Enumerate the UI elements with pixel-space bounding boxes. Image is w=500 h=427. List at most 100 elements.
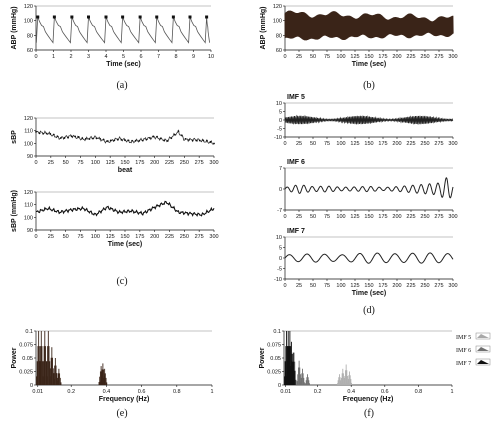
x-tick-label: 225: [406, 283, 415, 289]
x-tick-label: 175: [135, 234, 144, 240]
peak-marker: [138, 15, 142, 19]
y-tick-label: 5: [279, 110, 282, 116]
beat-point: [45, 132, 48, 135]
legend-swatch: [477, 347, 489, 351]
panel-label: (e): [116, 408, 127, 419]
x-tick-label: 1: [450, 389, 453, 395]
x-tick-label: 225: [406, 214, 415, 220]
x-tick-label: 9: [192, 54, 195, 60]
x-tick-label: 275: [434, 54, 443, 60]
beat-point: [99, 137, 101, 140]
beat-point: [188, 138, 190, 141]
y-tick-label: 0: [278, 383, 281, 389]
y-axis-label: ABP (mmHg): [11, 6, 18, 49]
panel-label: (b): [363, 80, 375, 91]
y-tick-label: 110: [24, 129, 33, 135]
x-tick-label: 75: [324, 283, 330, 289]
x-tick-label: 7: [157, 54, 160, 60]
beat-point: [81, 137, 84, 140]
beat-point: [149, 137, 151, 139]
beat-point: [67, 136, 69, 139]
y-tick-label: 100: [273, 19, 282, 25]
x-tick-label: 0: [283, 214, 286, 220]
beat-point: [92, 137, 94, 140]
panel-title: IMF 6: [287, 159, 305, 166]
peak-marker: [104, 15, 108, 19]
y-axis-label: Power: [11, 347, 18, 368]
x-tick-label: 300: [448, 214, 457, 220]
x-tick-label: 75: [324, 54, 330, 60]
y-tick-label: 100: [24, 19, 33, 25]
y-tick-label: 100: [24, 141, 33, 147]
x-axis-label: Frequency (Hz): [99, 396, 150, 403]
x-tick-label: 8: [174, 54, 177, 60]
x-tick-label: 300: [209, 160, 218, 166]
beat-point: [198, 139, 201, 142]
y-tick-label: -10: [274, 135, 282, 141]
x-tick-label: 200: [392, 214, 401, 220]
x-tick-label: 175: [378, 214, 387, 220]
x-tick-label: 300: [209, 234, 218, 240]
peak-marker: [87, 15, 90, 19]
x-tick-label: 150: [364, 214, 373, 220]
beat-point: [131, 139, 134, 142]
beat-point: [195, 139, 198, 142]
x-axis-label: Time (sec): [352, 61, 387, 68]
x-tick-label: 250: [420, 283, 429, 289]
beat-point: [127, 139, 130, 142]
x-tick-label: 2: [69, 54, 72, 60]
y-tick-label: 60: [27, 48, 33, 54]
beat-point: [70, 135, 73, 138]
x-tick-label: 50: [63, 234, 69, 240]
x-tick-label: 250: [180, 234, 189, 240]
x-tick-label: 225: [406, 141, 415, 147]
chart-panel-c2: 0 25 50 75 100 125 150 175 200 225 250 275 300 90 100 1…: [11, 190, 219, 287]
x-tick-label: 50: [310, 214, 316, 220]
x-tick-label: 0: [283, 283, 286, 289]
x-tick-label: 0: [283, 54, 286, 60]
beat-point: [141, 139, 144, 142]
x-axis-label: Time (sec): [108, 241, 143, 248]
y-tick-label: 0.1: [273, 329, 281, 335]
beat-point: [191, 139, 194, 142]
beat-point: [159, 137, 162, 140]
y-tick-label: 80: [27, 33, 33, 39]
y-tick-label: 0: [30, 383, 33, 389]
y-tick-label: 0.1: [25, 329, 33, 335]
beat-point: [102, 138, 105, 141]
beat-point: [74, 135, 77, 138]
x-tick-label: 100: [91, 234, 100, 240]
beat-point: [109, 139, 112, 142]
beat-point: [95, 137, 98, 140]
x-tick-label: 0.2: [314, 389, 322, 395]
x-tick-label: 150: [364, 141, 373, 147]
x-tick-label: 250: [420, 141, 429, 147]
x-tick-label: 125: [350, 54, 359, 60]
x-tick-label: 3: [87, 54, 90, 60]
y-tick-label: 0: [279, 256, 282, 262]
y-axis-label: sBP (mmHg): [11, 190, 18, 232]
x-axis-label: beat: [118, 167, 133, 174]
y-tick-label: 5: [279, 246, 282, 252]
x-tick-label: 25: [296, 54, 302, 60]
x-tick-label: 75: [77, 234, 83, 240]
x-tick-label: 300: [448, 141, 457, 147]
x-tick-label: 125: [106, 234, 115, 240]
y-tick-label: 10: [276, 235, 282, 241]
x-tick-label: 200: [392, 141, 401, 147]
beat-point: [181, 134, 183, 137]
x-tick-label: 125: [350, 141, 359, 147]
x-axis-label: Time (sec): [352, 290, 387, 297]
x-tick-label: 50: [310, 141, 316, 147]
legend-label: IMF 5: [456, 335, 471, 341]
series-band: [284, 10, 454, 41]
x-tick-label: 25: [296, 283, 302, 289]
peak-marker: [36, 15, 40, 19]
x-tick-label: 150: [120, 234, 129, 240]
x-tick-label: 275: [434, 141, 443, 147]
x-tick-label: 25: [296, 141, 302, 147]
x-tick-label: 0.01: [32, 389, 43, 395]
x-axis-label: Frequency (Hz): [343, 396, 394, 403]
x-tick-label: 275: [195, 160, 204, 166]
x-tick-label: 100: [91, 160, 100, 166]
